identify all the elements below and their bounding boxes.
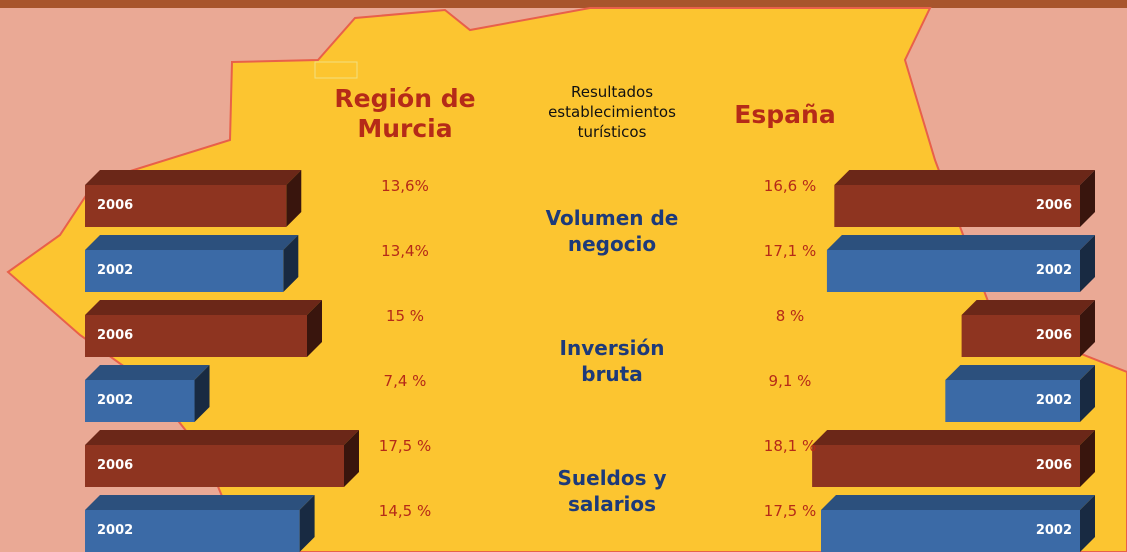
bar [85, 170, 302, 227]
category-label: Sueldos y salarios [557, 466, 667, 516]
bar-front [85, 445, 344, 487]
bar-year-label: 2006 [97, 198, 134, 213]
bar-front [826, 250, 1080, 292]
bar-top [821, 495, 1095, 510]
value-label: 9,1 % [768, 372, 812, 390]
bar-top [85, 300, 322, 315]
bar-front [812, 445, 1080, 487]
bar-front [85, 510, 300, 552]
value-label: 7,4 % [383, 372, 427, 390]
bar-side [286, 170, 302, 227]
bar-side [344, 430, 359, 487]
category-label: Volumen de negocio [545, 206, 679, 256]
bar-top [834, 170, 1095, 185]
value-label: 18,1 % [763, 437, 817, 455]
bar [85, 430, 359, 487]
bar [85, 495, 315, 552]
bar-top [85, 170, 302, 185]
bar [85, 300, 322, 357]
bar-front [961, 315, 1080, 357]
bar-side [1080, 495, 1095, 552]
map-detail [314, 61, 358, 79]
bar [961, 300, 1095, 357]
bar-side [1080, 170, 1095, 227]
bar-side [1080, 235, 1095, 292]
value-label: 17,5 % [378, 437, 432, 455]
value-label: 13,6% [381, 177, 429, 195]
bar-top [85, 430, 359, 445]
bar-front [834, 185, 1080, 227]
bar-top [85, 495, 315, 510]
value-label: 8 % [775, 307, 805, 325]
bar-side [1080, 365, 1095, 422]
value-label: 14,5 % [378, 502, 432, 520]
chart-title: Resultados establecimientos turísticos [548, 83, 676, 141]
bar-year-label: 2006 [1035, 458, 1072, 473]
bar-year-label: 2002 [1035, 523, 1072, 538]
bar-year-label: 2006 [1035, 328, 1072, 343]
bar [826, 235, 1095, 292]
bar-front [945, 380, 1080, 422]
value-label: 16,6 % [763, 177, 817, 195]
category-label: Inversión bruta [559, 336, 665, 386]
bar [812, 430, 1095, 487]
bar-top [945, 365, 1095, 380]
bar-front [85, 315, 307, 357]
value-label: 17,1 % [763, 242, 817, 260]
bar-year-label: 2002 [97, 263, 134, 278]
region-title: España [734, 100, 836, 129]
bar-side [307, 300, 322, 357]
bar-front [85, 380, 195, 422]
bar [85, 235, 299, 292]
bar [821, 495, 1095, 552]
bar-top [85, 235, 299, 250]
bar-side [299, 495, 315, 552]
bar-year-label: 2006 [97, 458, 134, 473]
bar-year-label: 2002 [97, 393, 134, 408]
bar-year-label: 2002 [97, 523, 134, 538]
bar-side [194, 365, 210, 422]
bar-year-label: 2006 [97, 328, 134, 343]
bar-year-label: 2002 [1035, 393, 1072, 408]
bar-top [85, 365, 210, 380]
top-strip [0, 0, 1127, 8]
bar-year-label: 2006 [1035, 198, 1072, 213]
bar [85, 365, 210, 422]
value-label: 17,5 % [763, 502, 817, 520]
bar-side [1080, 300, 1095, 357]
value-label: 13,4% [381, 242, 429, 260]
region-title: Región de Murcia [334, 84, 476, 143]
bar [834, 170, 1095, 227]
bar-year-label: 2002 [1035, 263, 1072, 278]
bar [945, 365, 1095, 422]
value-label: 15 % [385, 307, 425, 325]
bar-top [826, 235, 1095, 250]
bar-front [85, 185, 287, 227]
bar-side [1080, 430, 1095, 487]
bar-side [283, 235, 299, 292]
bar-top [812, 430, 1095, 445]
bar-front [821, 510, 1080, 552]
bar-front [85, 250, 284, 292]
bar-top [961, 300, 1095, 315]
